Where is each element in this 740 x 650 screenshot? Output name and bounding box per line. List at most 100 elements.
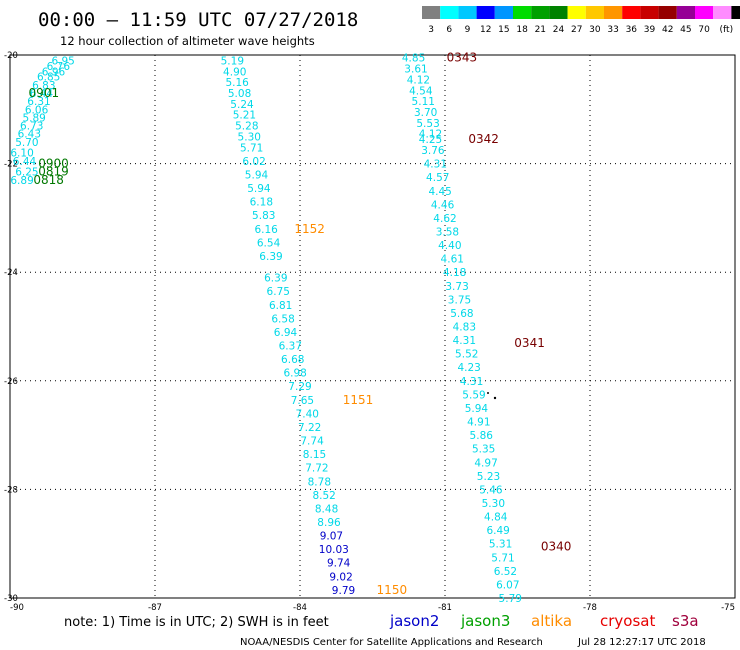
wave-height-value: 3.75 (448, 294, 471, 306)
wave-height-value: 6.58 (271, 313, 294, 325)
wave-height-value: 10.03 (319, 544, 349, 556)
wave-height-value: 4.83 (453, 322, 476, 334)
scale-label: 21 (535, 25, 546, 35)
wave-height-value: 6.49 (486, 525, 509, 537)
wave-height-value: 6.16 (254, 224, 278, 236)
wave-height-value: 6.89 (10, 175, 33, 187)
wave-height-value: 6.44 (13, 156, 37, 168)
wave-height-value: 5.94 (247, 183, 271, 195)
scale-label: 3 (428, 25, 434, 35)
scale-swatch (513, 6, 532, 19)
wave-height-value: 6.07 (496, 579, 519, 591)
x-tick-label: -87 (148, 603, 162, 613)
wave-height-value: 8.15 (303, 449, 326, 461)
y-tick-label: -26 (4, 377, 18, 387)
scale-swatch (622, 6, 641, 19)
y-tick-labels: -20 -22 -24 -26 -28 -30 (4, 51, 18, 604)
wave-height-value: 5.79 (499, 593, 522, 605)
wave-height-value: 5.83 (252, 210, 275, 222)
timestamp: Jul 28 12:27:17 UTC 2018 (577, 637, 706, 648)
wave-height-value: 4.84 (484, 512, 508, 524)
wave-height-value: 6.18 (250, 197, 273, 209)
wave-height-value: 5.11 (412, 96, 435, 108)
wave-height-value: 4.40 (438, 240, 461, 252)
legend-altika: altika (531, 612, 572, 630)
pass-time-label: 1150 (377, 583, 408, 597)
scale-label: 24 (553, 25, 565, 35)
pass-time-label: 0341 (514, 336, 545, 350)
wave-height-value: 7.74 (300, 436, 324, 448)
wave-height-value: 5.21 (233, 110, 256, 122)
wave-height-value: 5.94 (465, 403, 489, 415)
wave-height-value: 6.25 (15, 167, 38, 179)
scale-swatch (658, 6, 677, 19)
pass-time-label: 0819 (38, 165, 69, 179)
wave-height-value: 4.31 (460, 376, 483, 388)
wave-height-value: 6.81 (269, 300, 292, 312)
scale-swatch (604, 6, 623, 19)
wave-height-value: 4.97 (474, 457, 497, 469)
wave-height-value: 4.45 (428, 186, 451, 198)
wave-height-value: 6.52 (494, 566, 517, 578)
scale-label: 42 (662, 25, 673, 35)
pass-time-label: 1152 (294, 222, 325, 236)
wave-height-value: 3.70 (414, 107, 437, 119)
wave-height-value: 3.76 (421, 145, 445, 157)
scale-swatch (695, 6, 714, 19)
wave-height-value: 3.58 (436, 226, 459, 238)
wave-height-value: 4.61 (441, 254, 464, 266)
scale-label: 36 (626, 25, 638, 35)
wave-height-value: 5.19 (221, 55, 244, 67)
wave-height-value: 5.52 (455, 349, 478, 361)
wave-height-value: 3.61 (404, 64, 427, 76)
x-tick-label: -90 (10, 603, 24, 613)
wave-height-value: 4.46 (431, 199, 455, 211)
chart-subtitle: 12 hour collection of altimeter wave hei… (60, 34, 315, 48)
wave-height-value: 5.16 (225, 77, 249, 89)
credit: NOAA/NESDIS Center for Satellite Applica… (240, 637, 543, 648)
scale-label: 45 (680, 25, 691, 35)
scale-swatch (676, 6, 695, 19)
wave-height-value: 6.06 (25, 104, 49, 116)
plot-frame (9, 54, 736, 599)
legend-s3a: s3a (672, 612, 699, 630)
wave-height-value: 4.18 (443, 267, 466, 279)
wave-height-value: 6.85 (37, 72, 60, 84)
y-tick-label: -30 (4, 594, 18, 604)
wave-height-value: 7.22 (298, 422, 321, 434)
y-tick-label: -28 (4, 485, 18, 495)
wave-height-value: 5.08 (228, 88, 251, 100)
wave-height-value: 4.91 (467, 417, 490, 429)
legend-jason3: jason3 (460, 612, 510, 630)
scale-label: 39 (644, 25, 656, 35)
pass-time-label: 0340 (541, 539, 572, 553)
scale-swatch (494, 6, 513, 19)
wave-height-value: 6.02 (242, 156, 265, 168)
scale-label: (ft) (720, 25, 734, 35)
wave-height-value: 6.96 (42, 66, 66, 78)
legend-cryosat: cryosat (600, 612, 655, 630)
scale-swatch (713, 6, 732, 19)
wave-height-value: 5.31 (489, 539, 512, 551)
scale-swatch (458, 6, 477, 19)
wave-height-value: 4.25 (419, 134, 442, 146)
wave-height-value: 4.31 (424, 159, 447, 171)
wave-height-value: 7.65 (291, 395, 314, 407)
scale-swatch (640, 6, 659, 19)
wave-height-value: 6.95 (51, 55, 74, 67)
wave-height-value: 5.94 (245, 169, 269, 181)
scale-label: 12 (480, 25, 491, 35)
scale-swatch (531, 6, 550, 19)
pass-time-label: 1151 (343, 393, 374, 407)
wave-height-value: 3.73 (445, 281, 468, 293)
wave-height-value: 8.52 (312, 490, 335, 502)
wave-height-value: 5.68 (450, 308, 473, 320)
scale-label: 30 (589, 25, 601, 35)
color-scale: 3 6 9 12 15 18 21 24 27 30 33 36 39 42 45 70 (ft) (422, 6, 740, 35)
wave-height-value: 5.71 (240, 142, 263, 154)
wave-height-value: 9.07 (320, 531, 343, 543)
data-points: 6.956.766.966.856.836.446.316.065.896.73… (10, 51, 571, 605)
wave-height-value: 5.30 (482, 498, 505, 510)
wave-height-value: 6.44 (30, 88, 54, 100)
scale-label: 6 (446, 25, 452, 35)
